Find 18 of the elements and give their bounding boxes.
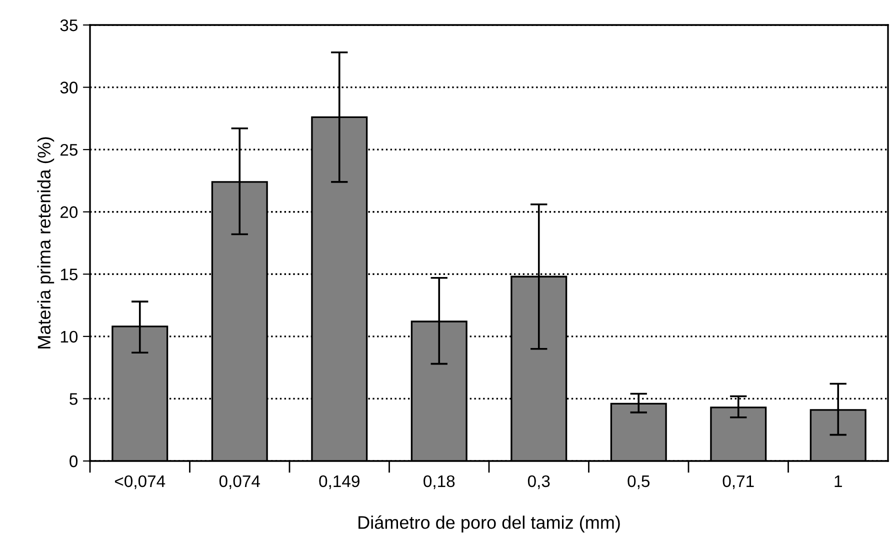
x-tick-label: 0,18	[424, 475, 455, 490]
y-tick-label: 30	[60, 82, 78, 94]
x-tick-label: 0,71	[722, 475, 754, 490]
x-axis-title: Diámetro de poro del tamiz (mm)	[358, 515, 620, 532]
y-tick-label: 5	[70, 393, 78, 405]
x-tick-label: 0,074	[219, 475, 260, 490]
x-tick-label: 0,5	[628, 475, 650, 490]
x-tick-label: 0,3	[528, 475, 550, 490]
y-tick-label: 15	[60, 268, 78, 280]
y-tick-label: 0	[70, 455, 78, 468]
x-tick-label: 1	[834, 476, 842, 487]
y-tick-label: 10	[60, 330, 78, 343]
x-tick-label: 0,149	[319, 475, 360, 490]
y-tick-label: 35	[60, 19, 78, 32]
x-tick-label: <0,074	[114, 475, 166, 490]
y-axis-title: Materia prima retenida (%)	[37, 137, 54, 348]
y-tick-label: 25	[60, 144, 78, 156]
y-tick-label: 20	[60, 206, 78, 218]
